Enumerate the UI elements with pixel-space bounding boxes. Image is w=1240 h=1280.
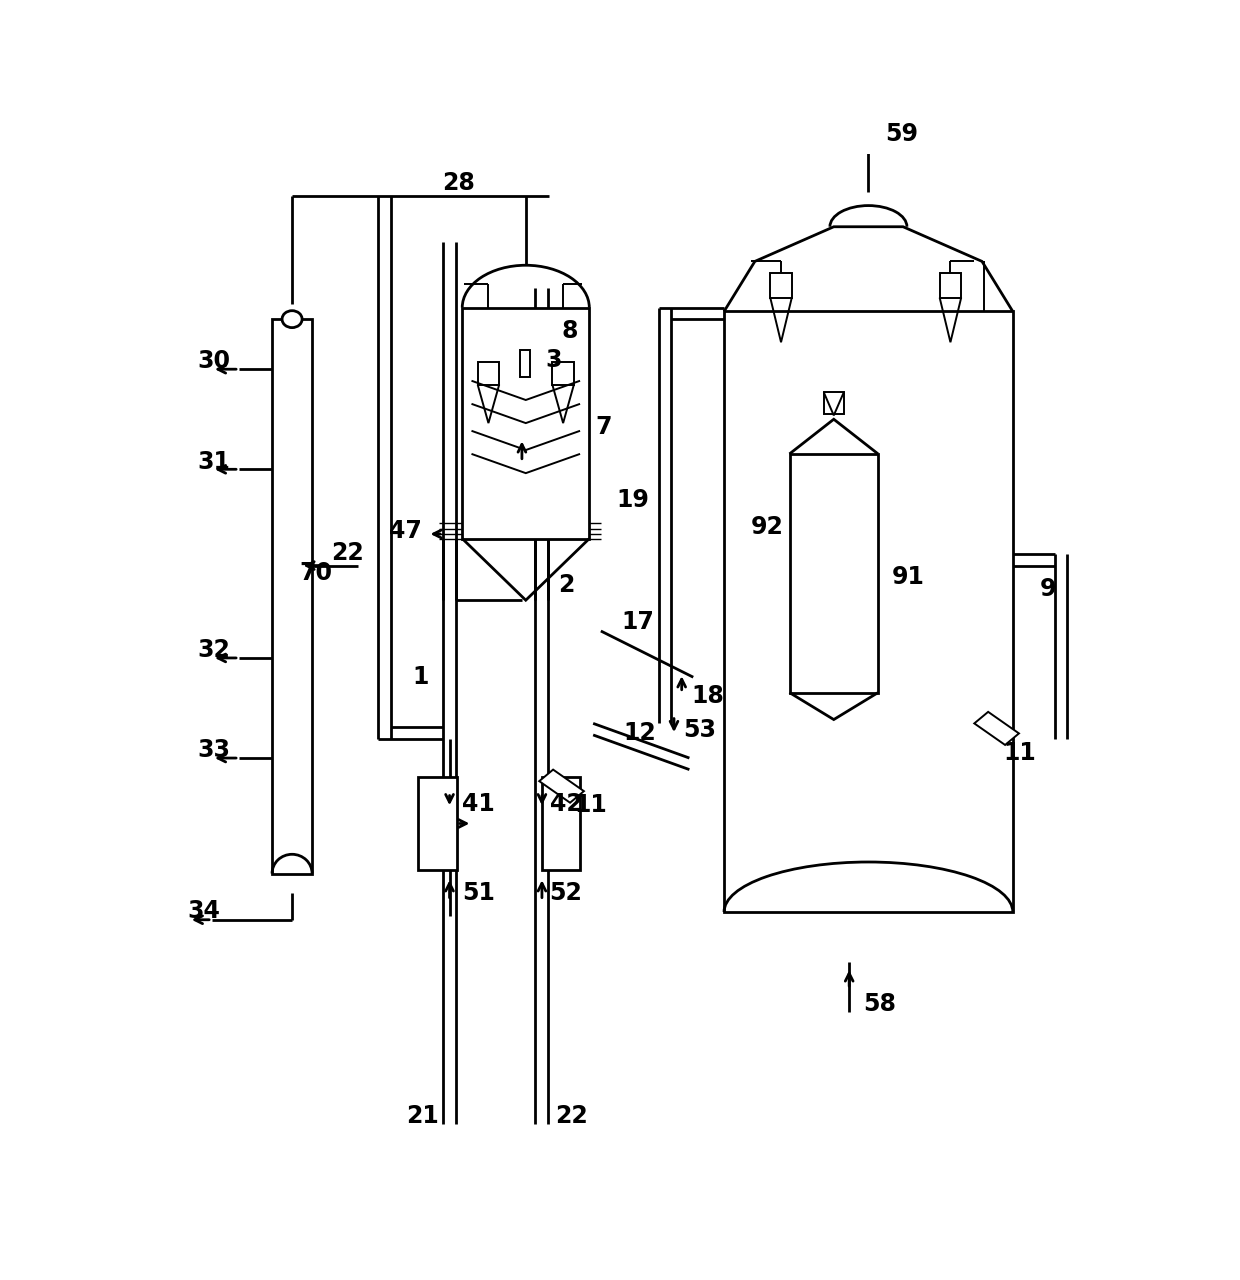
Text: 2: 2 bbox=[558, 572, 574, 596]
Text: 9: 9 bbox=[1040, 577, 1056, 600]
Text: 42: 42 bbox=[549, 792, 583, 817]
Text: 51: 51 bbox=[461, 881, 495, 905]
Text: 7: 7 bbox=[595, 415, 613, 439]
Polygon shape bbox=[539, 769, 584, 803]
Bar bbox=[790, 454, 878, 692]
Text: 52: 52 bbox=[549, 881, 583, 905]
Text: 47: 47 bbox=[389, 518, 422, 543]
Text: 12: 12 bbox=[624, 722, 656, 745]
Text: 17: 17 bbox=[621, 609, 655, 634]
Text: 41: 41 bbox=[461, 792, 495, 817]
Bar bbox=[823, 392, 843, 413]
Text: 91: 91 bbox=[892, 564, 925, 589]
Text: 34: 34 bbox=[188, 899, 221, 923]
Text: 32: 32 bbox=[197, 639, 229, 662]
Text: 58: 58 bbox=[863, 992, 897, 1016]
Text: 92: 92 bbox=[751, 515, 784, 539]
Bar bbox=[724, 311, 1013, 913]
Text: 18: 18 bbox=[691, 685, 724, 708]
Bar bbox=[418, 777, 456, 869]
Bar bbox=[542, 777, 580, 869]
Bar bbox=[463, 307, 589, 539]
Text: 33: 33 bbox=[197, 739, 231, 763]
Text: 70: 70 bbox=[299, 561, 332, 585]
Text: 28: 28 bbox=[441, 170, 475, 195]
Text: 59: 59 bbox=[885, 123, 919, 146]
Bar bbox=[477, 361, 500, 384]
Bar bbox=[520, 349, 531, 376]
Text: 19: 19 bbox=[616, 488, 650, 512]
Text: 30: 30 bbox=[197, 349, 231, 374]
Text: 11: 11 bbox=[574, 794, 606, 817]
Text: 1: 1 bbox=[413, 666, 429, 689]
Text: 3: 3 bbox=[546, 348, 562, 372]
Text: 21: 21 bbox=[407, 1105, 439, 1128]
Text: 31: 31 bbox=[197, 449, 229, 474]
Bar bbox=[272, 319, 312, 873]
Text: 22: 22 bbox=[331, 541, 363, 566]
Bar bbox=[552, 361, 574, 384]
Polygon shape bbox=[975, 712, 1019, 745]
Bar bbox=[940, 273, 961, 297]
Bar bbox=[770, 273, 792, 297]
Text: 11: 11 bbox=[1003, 741, 1037, 764]
Text: 22: 22 bbox=[554, 1105, 588, 1128]
Text: 8: 8 bbox=[562, 319, 578, 343]
Text: 53: 53 bbox=[683, 718, 717, 741]
Ellipse shape bbox=[281, 311, 303, 328]
